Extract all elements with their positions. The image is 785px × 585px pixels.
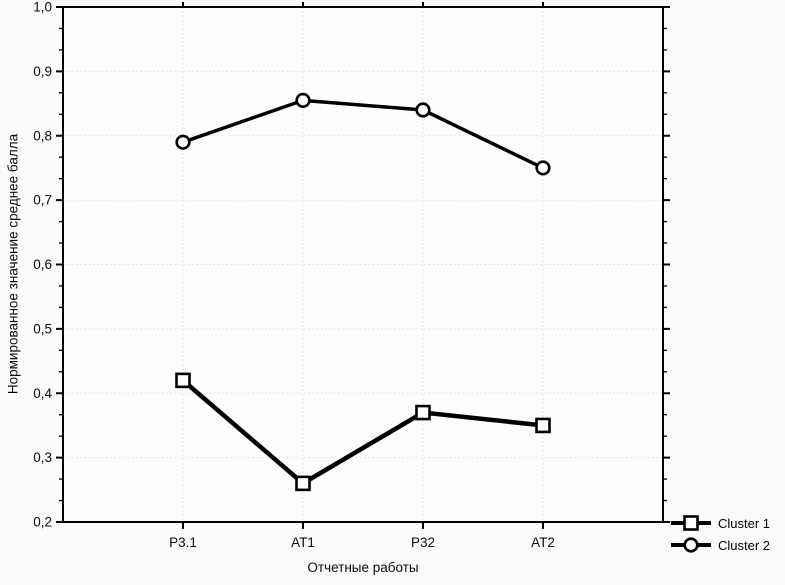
y-tick-label: 0,5 — [33, 321, 52, 336]
legend-item-cluster-1: Cluster 1 — [669, 514, 770, 532]
data-point-square — [415, 404, 431, 421]
y-tick-label: 0,8 — [33, 128, 52, 143]
circle-marker-icon — [671, 537, 711, 553]
y-tick-label: 0,6 — [33, 257, 52, 272]
data-point-circle — [415, 102, 431, 118]
data-point-circle — [175, 134, 191, 150]
y-tick-label: 0,9 — [33, 64, 52, 79]
legend-item-cluster-2: Cluster 2 — [669, 536, 770, 554]
data-point-square — [295, 475, 311, 492]
y-tick-label: 0,2 — [33, 515, 52, 530]
y-tick-label: 0,4 — [33, 386, 52, 401]
series-line-cluster-2 — [182, 98, 544, 170]
data-point-circle — [535, 160, 551, 176]
x-tick-label: Р3.1 — [169, 535, 197, 550]
x-tick-label: АТ1 — [291, 535, 315, 550]
x-tick-label: Р32 — [411, 535, 435, 550]
legend-label-cluster-1: Cluster 1 — [718, 515, 771, 531]
x-axis-title: Отчетные работы — [307, 560, 419, 575]
x-tick-label: АТ2 — [531, 535, 555, 550]
data-point-circle — [295, 92, 311, 108]
legend: Cluster 1 Cluster 2 — [669, 514, 770, 554]
y-tick-label: 1,0 — [33, 0, 52, 15]
series-line-cluster-1 — [181, 378, 544, 487]
plot-area — [63, 7, 663, 522]
data-point-square — [535, 417, 551, 434]
square-marker-icon — [671, 515, 711, 531]
y-tick-label: 0,3 — [33, 450, 52, 465]
data-point-square — [175, 372, 191, 389]
y-tick-label: 0,7 — [33, 193, 52, 208]
y-axis-title: Нормированное значение среднее балла — [5, 133, 21, 395]
legend-label-cluster-2: Cluster 2 — [718, 537, 771, 553]
